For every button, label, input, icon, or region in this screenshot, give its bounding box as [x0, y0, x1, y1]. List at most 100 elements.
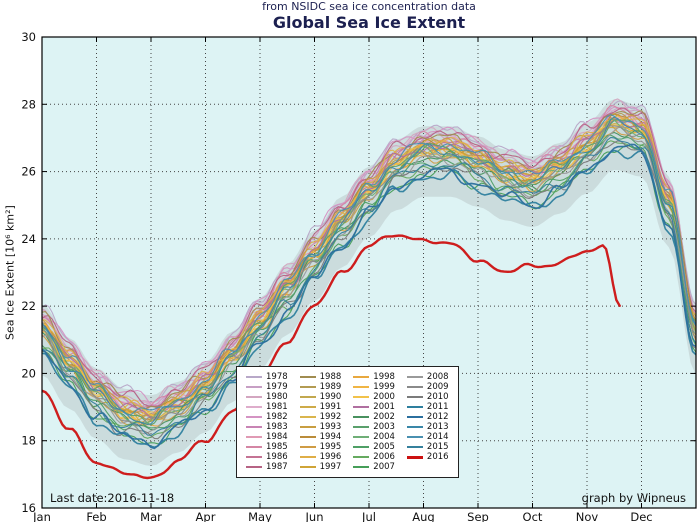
- legend-swatch-2001: [353, 406, 370, 408]
- legend-year-label: 2011: [426, 402, 449, 412]
- legend-swatch-2013: [406, 426, 423, 428]
- legend-year-label: 2000: [373, 392, 395, 402]
- series-line-2013: [42, 116, 696, 426]
- legend-swatch-1984: [246, 436, 262, 438]
- legend-entry-1990: 1990: [299, 392, 341, 402]
- legend-year-label: 2002: [373, 412, 395, 422]
- legend-entry-2013: 2013: [406, 422, 449, 432]
- legend-swatch-1979: [246, 386, 262, 388]
- legend-year-label: 2010: [426, 392, 449, 402]
- legend-year-label: 1993: [319, 422, 342, 432]
- series-line-2000: [42, 124, 696, 420]
- legend-entry-1997: 1997: [299, 462, 341, 472]
- legend-entry-1987: 1987: [246, 462, 288, 472]
- series-line-2014: [42, 114, 696, 416]
- legend-swatch-1980: [246, 396, 262, 398]
- legend-swatch-1999: [353, 386, 370, 388]
- legend-year-label: 2016: [426, 452, 449, 462]
- legend-swatch-2015: [406, 446, 423, 448]
- legend-entry-1989: 1989: [299, 382, 341, 392]
- y-tick-label: 28: [21, 97, 36, 111]
- legend-entry-1979: 1979: [246, 382, 288, 392]
- legend-swatch-2016: [406, 455, 423, 459]
- legend-swatch-1987: [246, 466, 262, 468]
- legend-swatch-1996: [299, 456, 316, 458]
- legend-year-label: 1983: [266, 422, 288, 432]
- legend-entry-1988: 1988: [299, 372, 342, 382]
- legend-swatch-1981: [246, 406, 262, 408]
- x-tick-label: Aug: [412, 510, 434, 522]
- legend-year-label: 1998: [373, 372, 395, 382]
- chart-legend: 1978 1979 1980 1981 1982 1983 1984 1985 1986 1987…: [236, 366, 459, 478]
- series-line-2008: [42, 125, 696, 435]
- legend-swatch-2000: [353, 396, 370, 398]
- series-line-1996: [42, 117, 696, 414]
- legend-swatch-2014: [406, 436, 423, 438]
- legend-swatch-1978: [246, 376, 262, 378]
- series-line-2001: [42, 118, 696, 421]
- legend-swatch-1994: [299, 436, 316, 438]
- legend-year-label: 1984: [266, 432, 288, 442]
- legend-swatch-2005: [353, 446, 370, 448]
- legend-entry-1984: 1984: [246, 432, 288, 442]
- legend-entry-2005: 2005: [353, 442, 395, 452]
- legend-year-label: 2005: [373, 442, 395, 452]
- legend-year-label: 2008: [426, 372, 449, 382]
- legend-entry-1994: 1994: [299, 432, 341, 442]
- x-tick-label: Mar: [140, 510, 162, 522]
- x-tick-label: Sep: [467, 510, 489, 522]
- legend-year-label: 2007: [373, 462, 395, 472]
- legend-swatch-1985: [246, 446, 262, 448]
- legend-entry-1995: 1995: [299, 442, 341, 452]
- legend-entry-2002: 2002: [353, 412, 395, 422]
- x-tick-label: Dec: [630, 510, 652, 522]
- legend-entry-1982: 1982: [246, 412, 288, 422]
- x-tick-label: Feb: [86, 510, 106, 522]
- legend-entry-2015: 2015: [406, 442, 449, 452]
- legend-year-label: 1999: [373, 382, 395, 392]
- legend-swatch-1986: [246, 456, 262, 458]
- legend-year-label: 1981: [266, 402, 288, 412]
- legend-swatch-1997: [299, 466, 316, 468]
- series-line-2005: [42, 134, 696, 431]
- x-tick-label: Jul: [361, 510, 376, 522]
- legend-entry-1985: 1985: [246, 442, 288, 452]
- legend-entry-2012: 2012: [406, 412, 449, 422]
- legend-swatch-2007: [353, 466, 370, 468]
- legend-year-label: 1996: [319, 452, 342, 462]
- x-tick-label: Apr: [196, 510, 216, 522]
- chart-subtitle: from NSIDC sea ice concentration data: [262, 0, 476, 13]
- y-tick-label: 30: [21, 30, 36, 44]
- y-tick-label: 20: [21, 366, 36, 380]
- legend-entry-2016: 2016: [406, 452, 449, 462]
- legend-year-label: 2015: [426, 442, 449, 452]
- x-tick-label: Jan: [32, 510, 51, 522]
- y-tick-label: 26: [21, 165, 36, 179]
- legend-entry-1996: 1996: [299, 452, 342, 462]
- legend-swatch-1995: [299, 446, 316, 448]
- legend-year-label: 1982: [266, 412, 288, 422]
- legend-year-label: 2004: [373, 432, 395, 442]
- legend-year-label: 1986: [266, 452, 288, 462]
- legend-year-label: 1992: [319, 412, 342, 422]
- legend-swatch-1983: [246, 426, 262, 428]
- series-line-1992: [42, 113, 696, 417]
- x-tick-label: Oct: [523, 510, 543, 522]
- legend-year-label: 1988: [319, 372, 342, 382]
- legend-year-label: 2014: [426, 432, 449, 442]
- legend-swatch-1991: [299, 406, 316, 408]
- series-line-2009: [42, 125, 696, 427]
- credit-annotation: graph by Wipneus: [581, 491, 686, 505]
- legend-swatch-1988: [299, 376, 316, 378]
- legend-swatch-2004: [353, 436, 370, 438]
- legend-year-label: 1985: [266, 442, 288, 452]
- legend-entry-1978: 1978: [246, 372, 288, 382]
- legend-entry-2001: 2001: [353, 402, 395, 412]
- legend-entry-1998: 1998: [353, 372, 395, 382]
- series-line-2015: [42, 136, 696, 436]
- series-line-1988: [42, 110, 696, 411]
- legend-entry-1981: 1981: [246, 402, 288, 412]
- series-line-2012: [42, 143, 696, 450]
- legend-entry-2006: 2006: [353, 452, 395, 462]
- y-axis-label: Sea Ice Extent [10⁶ km²]: [3, 205, 17, 340]
